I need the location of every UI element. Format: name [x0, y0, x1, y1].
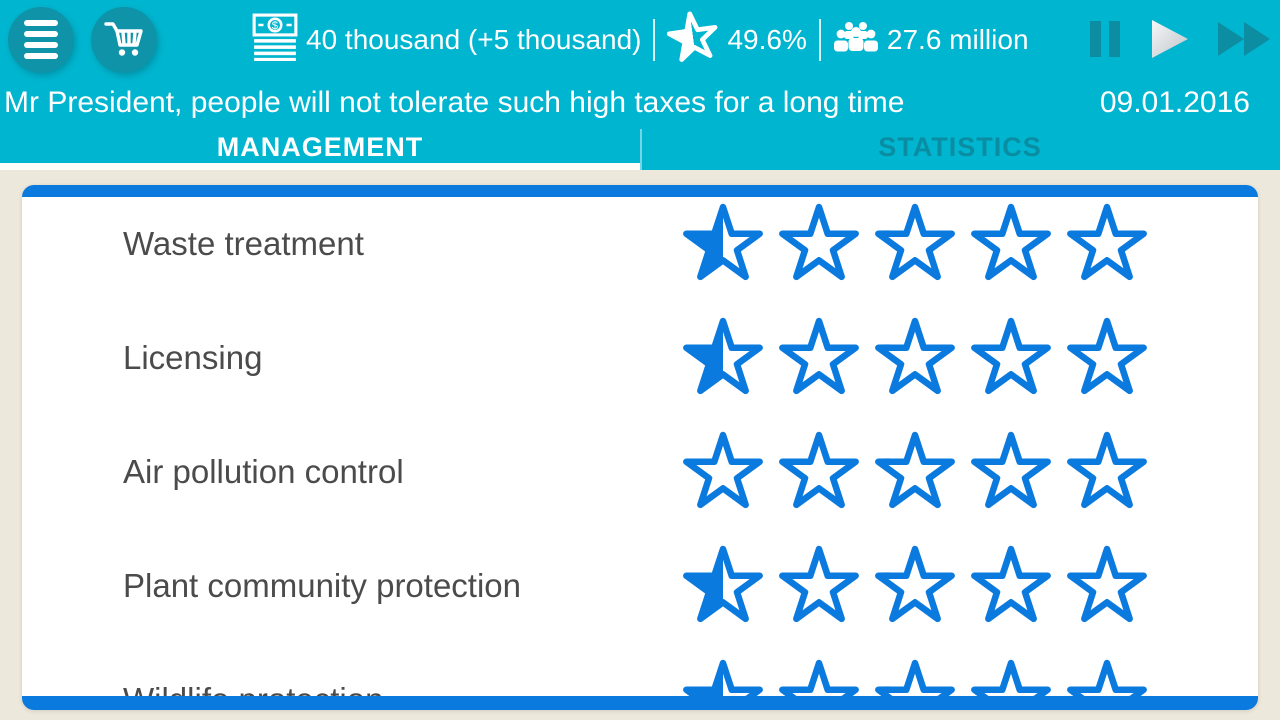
policy-row[interactable]: Plant community protection	[22, 529, 1258, 643]
star-icon[interactable]	[682, 317, 764, 399]
policy-label: Plant community protection	[123, 567, 522, 604]
fast-forward-icon	[1216, 18, 1272, 63]
population-value: 27.6 million	[886, 24, 1029, 55]
money-stack-icon: $	[252, 13, 298, 68]
policy-row[interactable]: Licensing	[22, 301, 1258, 415]
cart-icon	[103, 19, 145, 62]
star-icon[interactable]	[682, 431, 764, 513]
star-icon[interactable]	[970, 545, 1052, 627]
tab-management-label: MANAGEMENT	[216, 132, 424, 162]
tab-divider	[640, 129, 642, 170]
top-bar: $ 40 thousand (+5 thousand) 49.6%	[0, 0, 1280, 80]
policy-label: Air pollution control	[123, 453, 404, 490]
policy-label: Wildlife protection	[123, 681, 384, 710]
approval-indicator: 49.6%	[667, 10, 807, 70]
star-icon[interactable]	[778, 203, 860, 285]
play-button[interactable]	[1148, 18, 1190, 63]
star-icon[interactable]	[778, 545, 860, 627]
svg-text:$: $	[272, 20, 279, 32]
star-icon[interactable]	[970, 203, 1052, 285]
tab-bar: MANAGEMENT STATISTICS	[0, 125, 1280, 170]
star-rating[interactable]	[682, 431, 1148, 513]
star-rating[interactable]	[682, 317, 1148, 399]
star-icon[interactable]	[1066, 203, 1148, 285]
policy-row[interactable]: Air pollution control	[22, 415, 1258, 529]
star-icon[interactable]	[874, 659, 956, 710]
star-icon[interactable]	[874, 431, 956, 513]
star-icon[interactable]	[778, 659, 860, 710]
game-date: 09.01.2016	[1099, 85, 1250, 119]
policy-list: Waste treatment Licensing Air pollution co…	[22, 197, 1258, 710]
star-rating[interactable]	[682, 659, 1148, 710]
active-tab-indicator	[0, 163, 640, 170]
tab-statistics[interactable]: STATISTICS	[640, 125, 1280, 170]
star-icon[interactable]	[682, 203, 764, 285]
advisor-message-bar: Mr President, people will not tolerate s…	[0, 80, 1280, 125]
money-value: 40 thousand (+5 thousand)	[306, 24, 642, 55]
policy-row[interactable]: Wildlife protection	[22, 643, 1258, 710]
pause-icon	[1088, 20, 1122, 61]
tab-management[interactable]: MANAGEMENT	[0, 125, 640, 170]
star-icon[interactable]	[874, 203, 956, 285]
fast-forward-button[interactable]	[1216, 18, 1272, 63]
play-icon	[1148, 18, 1190, 63]
star-icon[interactable]	[682, 545, 764, 627]
star-icon[interactable]	[970, 317, 1052, 399]
content-area: Waste treatment Licensing Air pollution co…	[0, 170, 1280, 720]
population-indicator: 27.6 million	[833, 21, 1029, 60]
star-icon[interactable]	[1066, 317, 1148, 399]
separator	[818, 19, 821, 61]
policy-label: Licensing	[123, 339, 263, 376]
policy-label: Waste treatment	[123, 225, 364, 262]
star-icon[interactable]	[1066, 431, 1148, 513]
management-panel: Waste treatment Licensing Air pollution co…	[22, 185, 1258, 710]
shop-button[interactable]	[91, 7, 157, 73]
star-icon[interactable]	[1066, 659, 1148, 710]
star-icon[interactable]	[874, 545, 956, 627]
menu-button[interactable]	[8, 7, 74, 73]
star-icon[interactable]	[778, 317, 860, 399]
tab-statistics-label: STATISTICS	[878, 132, 1042, 162]
star-icon[interactable]	[970, 659, 1052, 710]
star-icon[interactable]	[1066, 545, 1148, 627]
hamburger-icon	[22, 17, 60, 64]
star-icon[interactable]	[778, 431, 860, 513]
pause-button[interactable]	[1088, 20, 1122, 61]
money-indicator: $ 40 thousand (+5 thousand)	[252, 13, 641, 68]
star-rating[interactable]	[682, 545, 1148, 627]
people-icon	[833, 21, 879, 60]
advisor-message: Mr President, people will not tolerate s…	[4, 85, 905, 119]
approval-value: 49.6%	[727, 24, 807, 55]
separator	[653, 19, 656, 61]
star-icon[interactable]	[682, 659, 764, 710]
star-half-icon	[667, 10, 719, 70]
star-icon[interactable]	[874, 317, 956, 399]
speed-controls	[1088, 18, 1280, 63]
star-rating[interactable]	[682, 203, 1148, 285]
star-icon[interactable]	[970, 431, 1052, 513]
policy-row[interactable]: Waste treatment	[22, 197, 1258, 301]
